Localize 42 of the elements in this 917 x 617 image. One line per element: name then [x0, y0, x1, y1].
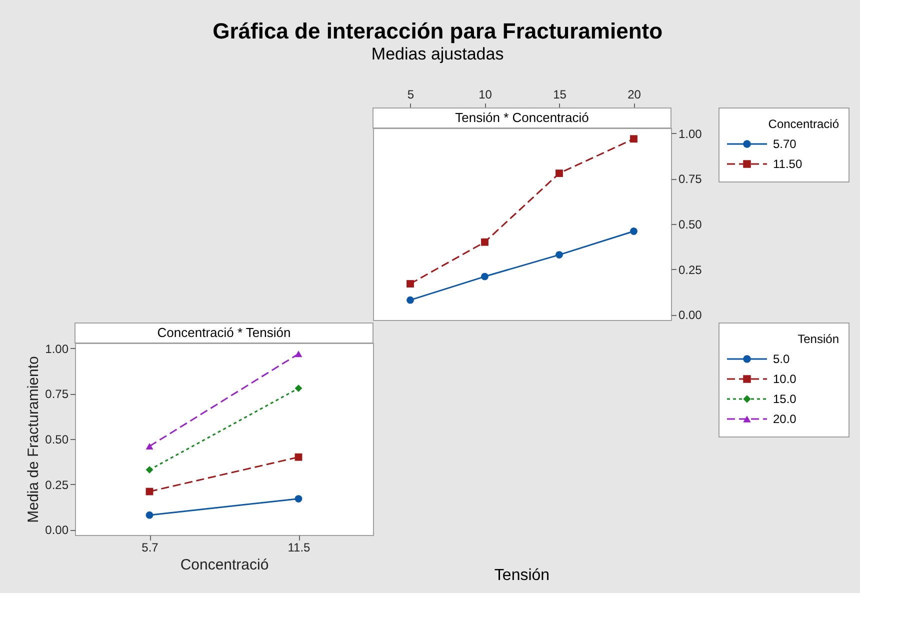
y-tick-label: 0.75 [45, 387, 69, 402]
legend-label: 5.70 [773, 137, 797, 151]
x-tick-label: 5 [407, 88, 414, 102]
y-tick-label: 0.25 [45, 478, 69, 492]
point [630, 228, 638, 235]
point [294, 453, 302, 461]
legend-label: 11.50 [773, 157, 802, 171]
x-tick-label: 20 [628, 88, 642, 102]
y-tick-label: 0.50 [45, 432, 69, 446]
point [630, 135, 638, 143]
y-tick-label: 0.25 [678, 262, 702, 277]
y-tick-label: 1.00 [678, 126, 702, 141]
legend-label: 20.0 [773, 412, 797, 426]
x-tick-label: 11.5 [288, 540, 311, 554]
legend-label: 5.0 [773, 352, 790, 366]
point [294, 495, 302, 502]
point [556, 170, 563, 177]
x-axis-title: Tensión [494, 567, 550, 584]
text: Gráfica de interacción para Fracturamiento [212, 18, 663, 44]
y-tick-label: 1.00 [45, 342, 69, 356]
y-tick-label: 0.75 [678, 172, 702, 186]
x-tick-label: 15 [553, 88, 567, 102]
x-axis-title: Concentració [180, 556, 269, 574]
legend-label: 15.0 [773, 392, 797, 406]
chart-title: Tensión * Concentració [455, 110, 589, 125]
x-tick-label: 10 [478, 88, 492, 102]
y-tick-label: 0.00 [45, 523, 69, 538]
point [146, 511, 154, 519]
point [481, 272, 488, 280]
point [556, 251, 563, 258]
y-tick-label: 0.00 [678, 308, 702, 322]
point [481, 238, 488, 246]
point [406, 296, 414, 304]
legend-label: 10.0 [773, 372, 797, 386]
chart-title: Concentració * Tensión [157, 325, 291, 340]
y-axis-title: Media de Fracturamiento [25, 356, 42, 523]
x-tick-label: 5.7 [142, 540, 159, 554]
point [406, 280, 414, 288]
text: Medias ajustadas [371, 44, 504, 64]
legend-title: Tensión [798, 332, 839, 346]
legend-title: Concentració [768, 117, 840, 131]
y-tick-label: 0.50 [678, 218, 702, 232]
